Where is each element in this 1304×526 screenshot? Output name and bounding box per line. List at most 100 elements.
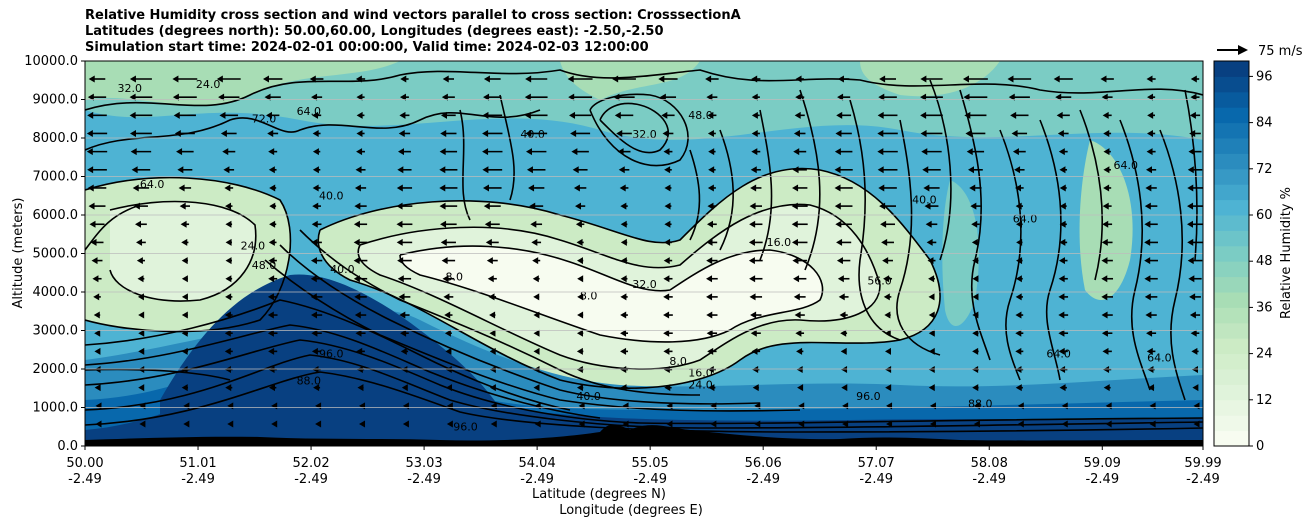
wind-vector — [88, 202, 106, 210]
wind-vector — [181, 329, 188, 337]
wind-vector — [268, 275, 278, 283]
wind-vector — [311, 311, 323, 319]
y-tick-label: 7000.0 — [33, 170, 79, 185]
wind-key-arrow-icon — [1238, 45, 1248, 55]
wind-vector — [1146, 329, 1157, 337]
wind-vector — [879, 75, 896, 83]
wind-vector — [706, 329, 718, 337]
wind-vector — [1144, 293, 1158, 301]
wind-vector — [355, 166, 366, 174]
wind-vector — [440, 238, 456, 246]
x-tick-label-lon: -2.49 — [746, 472, 780, 487]
wind-vector — [1058, 329, 1069, 337]
wind-vector — [968, 166, 983, 174]
wind-vector — [489, 384, 496, 392]
wind-vector — [920, 93, 943, 101]
wind-vector — [222, 148, 236, 156]
wind-vector — [1016, 220, 1023, 228]
wind-vector — [524, 111, 548, 119]
wind-vector — [311, 347, 322, 355]
wind-vector — [441, 257, 456, 265]
wind-vector — [1146, 129, 1156, 137]
wind-vector — [1191, 347, 1199, 355]
contour-label: 16.0 — [688, 367, 713, 380]
wind-vector — [928, 311, 935, 319]
wind-vector — [707, 366, 716, 374]
wind-vector — [751, 111, 760, 119]
wind-vector — [1007, 75, 1032, 83]
wind-vector — [353, 275, 368, 283]
wind-vector — [534, 420, 541, 428]
wind-vector — [354, 311, 367, 319]
colorbar-band — [1214, 338, 1249, 355]
wind-vector — [708, 148, 716, 156]
wind-vector — [176, 148, 194, 156]
wind-vector — [884, 311, 891, 319]
wind-vector — [396, 184, 413, 192]
wind-vector — [883, 275, 893, 283]
wind-vector — [398, 293, 411, 301]
wind-vector — [707, 111, 717, 119]
wind-vector — [315, 420, 322, 428]
wind-vector — [132, 184, 150, 192]
wind-vector — [225, 257, 232, 265]
wind-vector — [441, 111, 456, 119]
wind-vector — [706, 275, 718, 283]
contour-label: 40.0 — [330, 263, 355, 276]
wind-vector — [620, 293, 628, 301]
wind-vector — [705, 75, 719, 83]
wind-vector — [91, 257, 103, 265]
wind-vector — [439, 148, 458, 156]
wind-vector — [224, 347, 233, 355]
wind-vector — [663, 366, 673, 374]
wind-vector — [1187, 238, 1203, 246]
wind-vector — [312, 166, 321, 174]
wind-vector — [399, 311, 410, 319]
wind-vector — [576, 238, 584, 246]
wind-vector — [622, 420, 629, 428]
contour-label: 64.0 — [1114, 159, 1139, 172]
wind-vector — [310, 275, 323, 283]
wind-vector — [482, 184, 502, 192]
wind-vector — [1100, 75, 1114, 83]
colorbar-band — [1214, 369, 1249, 385]
wind-vector — [1053, 75, 1073, 83]
wind-vector — [181, 366, 189, 374]
wind-vector — [929, 420, 936, 428]
wind-vector — [94, 347, 101, 355]
wind-vector — [834, 148, 853, 156]
wind-vector — [129, 75, 152, 83]
wind-vector — [576, 257, 584, 265]
wind-vector — [181, 257, 189, 265]
wind-vector — [483, 75, 501, 83]
wind-vector — [224, 184, 234, 192]
wind-vector — [1055, 93, 1072, 101]
wind-vector — [528, 184, 545, 192]
wind-vector — [1059, 184, 1067, 192]
wind-vector — [355, 75, 366, 83]
wind-vector — [884, 329, 891, 337]
wind-vector — [359, 420, 366, 428]
wind-vector — [1147, 93, 1156, 101]
wind-vector — [312, 366, 321, 374]
wind-vector — [1187, 257, 1203, 265]
x-tick-label-lat: 59.99 — [1184, 456, 1221, 471]
wind-vector — [573, 184, 587, 192]
wind-vector — [928, 384, 935, 392]
wind-vector — [793, 293, 806, 301]
wind-vector — [751, 148, 761, 156]
x-tick-label-lon: -2.49 — [181, 472, 215, 487]
y-axis-label: Altitude (meters) — [11, 198, 26, 309]
wind-vector — [90, 238, 104, 246]
wind-vector — [798, 420, 805, 428]
wind-vector — [172, 75, 198, 83]
wind-vector — [225, 293, 233, 301]
wind-vector — [532, 257, 541, 265]
wind-vector — [530, 220, 543, 228]
wind-vector — [94, 366, 101, 374]
wind-vector — [443, 293, 454, 301]
wind-vector — [489, 347, 496, 355]
wind-vector — [268, 366, 277, 374]
wind-vector — [483, 93, 502, 101]
wind-vector — [397, 166, 412, 174]
